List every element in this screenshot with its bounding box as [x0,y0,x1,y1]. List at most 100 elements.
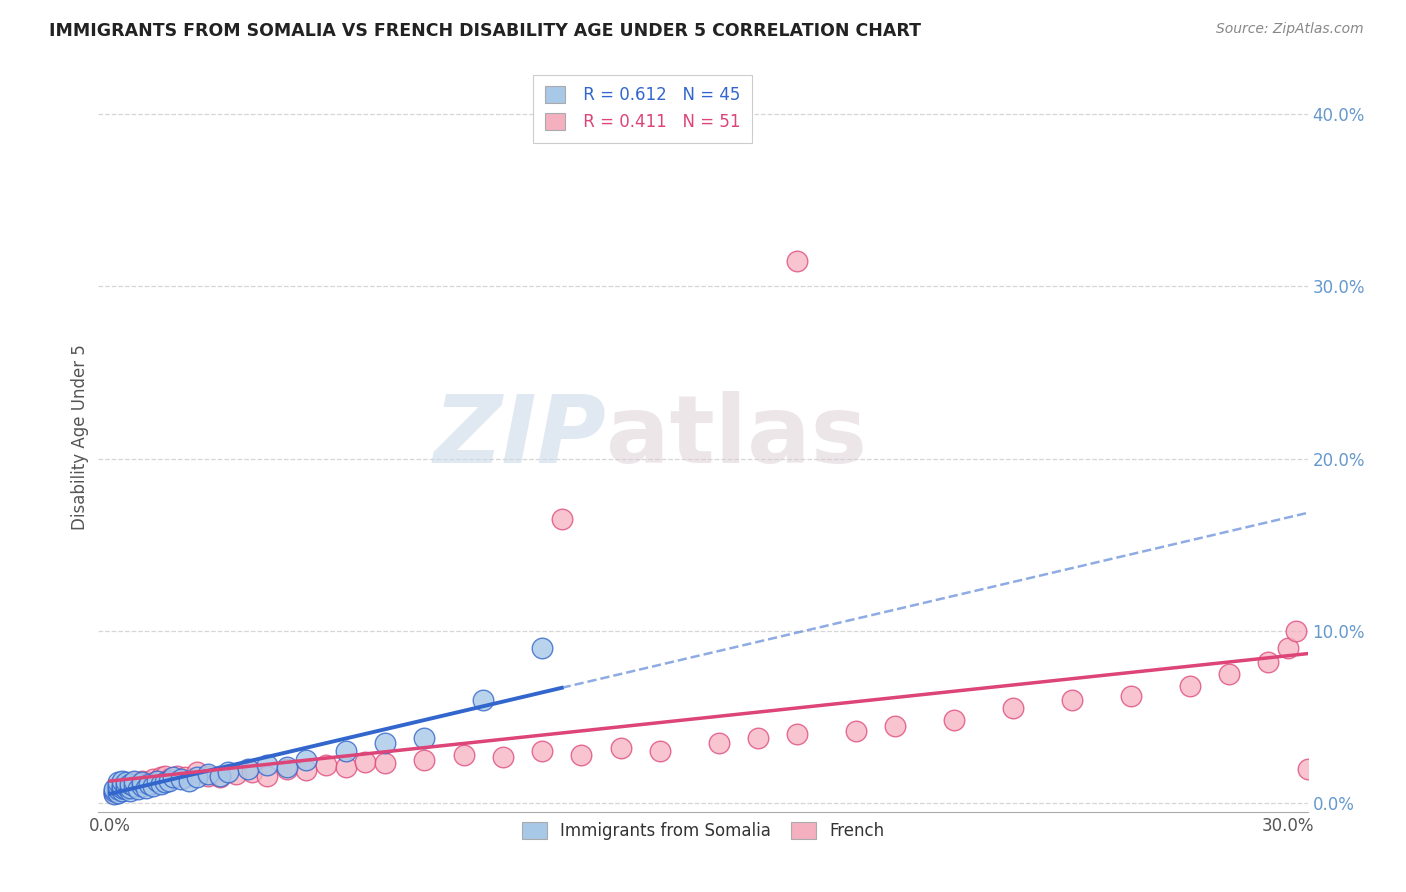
Point [118,777,141,791]
Point [472,692,495,706]
Point [295,764,318,778]
Point [173,770,195,784]
Text: Source: ZipAtlas.com: Source: ZipAtlas.com [1216,22,1364,37]
Point [335,760,357,774]
Point [111,780,134,795]
Point [786,253,808,268]
Point [413,753,436,767]
Point [177,773,200,788]
Point [131,779,153,793]
Point [884,718,907,732]
Point [1060,692,1083,706]
Point [354,755,377,769]
Point [845,723,868,738]
Point [1277,641,1299,656]
Point [107,779,129,793]
Point [453,747,475,762]
Point [111,773,134,788]
Y-axis label: Disability Age Under 5: Disability Age Under 5 [70,344,89,530]
Point [118,780,141,795]
Point [209,770,232,784]
Point [162,770,184,784]
Point [107,786,129,800]
Point [295,753,318,767]
Point [138,775,160,789]
Point [550,512,572,526]
Point [146,773,169,788]
Point [256,768,278,782]
Point [1257,655,1279,669]
Point [122,775,145,789]
Point [492,749,515,764]
Point [236,762,259,776]
Point [209,768,232,782]
Point [197,767,219,781]
Point [1285,624,1308,638]
Point [127,779,149,793]
Point [1296,762,1319,776]
Point [115,782,138,797]
Point [166,768,188,782]
Point [111,784,134,798]
Point [186,765,208,780]
Point [197,768,219,782]
Point [111,782,134,797]
Point [157,773,180,788]
Point [276,762,298,776]
Point [131,773,153,788]
Point [707,736,730,750]
Point [1178,679,1201,693]
Point [142,779,165,793]
Point [747,731,769,745]
Point [648,744,671,758]
Point [531,641,554,656]
Point [122,779,145,793]
Legend: Immigrants from Somalia, French: Immigrants from Somalia, French [513,814,893,848]
Point [142,772,165,786]
Point [217,765,239,780]
Point [335,744,357,758]
Point [157,772,180,786]
Point [240,765,263,780]
Point [107,775,129,789]
Point [413,731,436,745]
Point [107,780,129,795]
Point [107,782,129,797]
Text: IMMIGRANTS FROM SOMALIA VS FRENCH DISABILITY AGE UNDER 5 CORRELATION CHART: IMMIGRANTS FROM SOMALIA VS FRENCH DISABI… [49,22,921,40]
Point [135,777,157,791]
Point [111,779,134,793]
Point [103,782,125,797]
Point [118,779,141,793]
Point [103,788,125,802]
Point [1119,690,1142,704]
Point [256,758,278,772]
Text: ZIP: ZIP [433,391,606,483]
Point [138,777,160,791]
Point [609,741,631,756]
Point [315,758,337,772]
Point [225,767,247,781]
Point [135,780,157,795]
Point [374,736,396,750]
Point [103,786,125,800]
Point [103,784,125,798]
Point [943,714,966,728]
Point [153,775,176,789]
Point [115,777,138,791]
Point [569,747,592,762]
Point [122,773,145,788]
Point [115,779,138,793]
Point [115,775,138,789]
Point [150,770,173,784]
Point [170,772,193,786]
Text: atlas: atlas [606,391,868,483]
Point [786,727,808,741]
Point [276,760,298,774]
Point [153,768,176,782]
Point [374,756,396,771]
Point [1002,701,1025,715]
Point [127,782,149,797]
Point [118,784,141,798]
Point [150,777,173,791]
Point [146,773,169,788]
